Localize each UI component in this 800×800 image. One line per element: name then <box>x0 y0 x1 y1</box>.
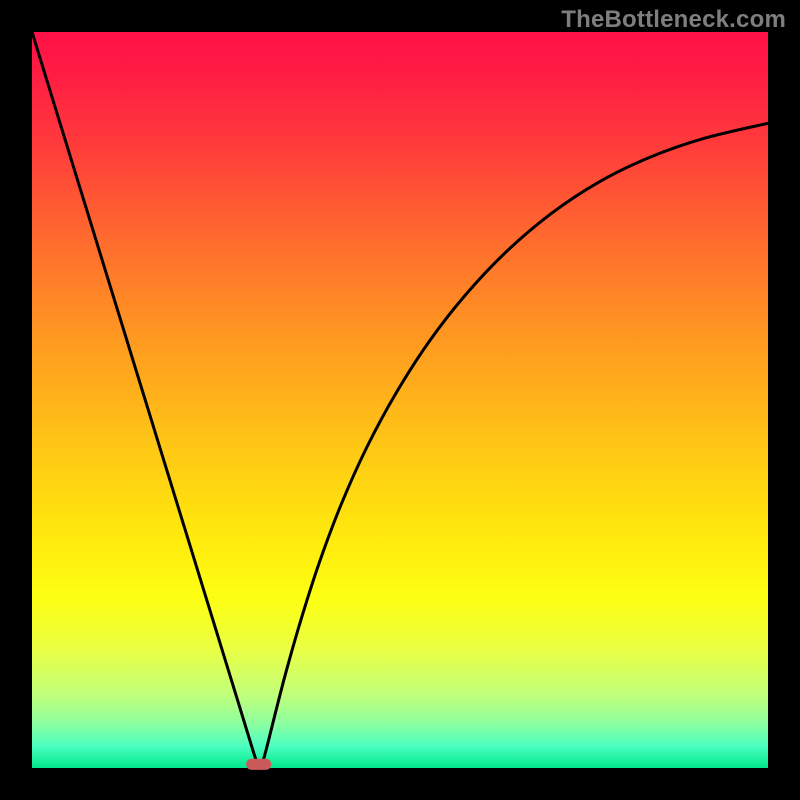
plot-area <box>32 32 768 768</box>
chart-container: TheBottleneck.com <box>0 0 800 800</box>
optimal-marker <box>246 759 271 770</box>
bottleneck-chart <box>0 0 800 800</box>
watermark-text: TheBottleneck.com <box>561 6 786 34</box>
